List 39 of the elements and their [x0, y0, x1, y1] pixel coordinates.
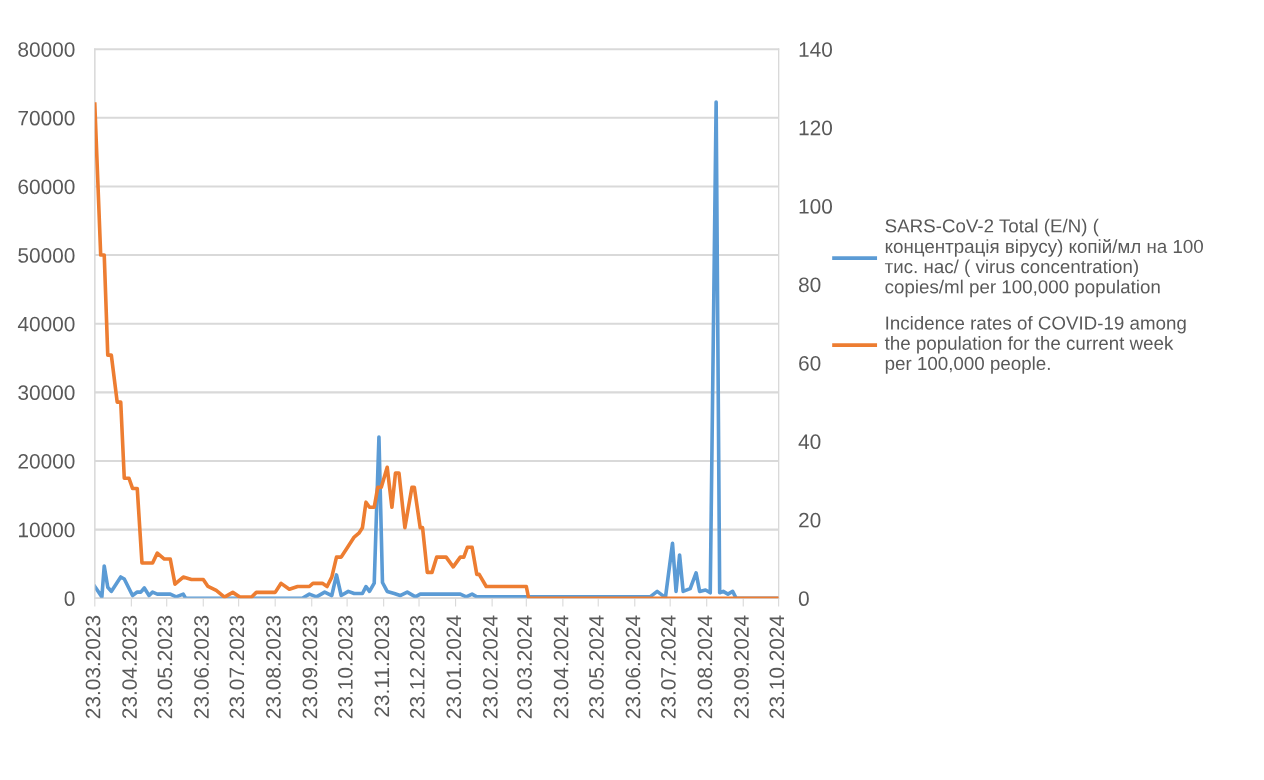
legend-label: Incidence rates of COVID-19 among the population for the current week per 100,000 people.	[884, 315, 1186, 374]
y2-tick-label: 80	[798, 277, 821, 293]
x-tick-label: 23.04.2024	[553, 615, 569, 719]
x-tick-label: 23.11.2023	[374, 615, 390, 717]
legend-label: SARS-CoV-2 Total (E/N) ( концентрація вірусу) копій/мл на 100 тис. нас/ ( virus concentration) copies/ml per 100,000 population	[884, 218, 1203, 298]
y2-tick-label: 20	[799, 512, 821, 528]
x-tick-label: 23.06.2023	[194, 615, 209, 719]
x-tick-label: 23.06.2024	[625, 615, 641, 719]
y-tick-label: 30000	[18, 385, 75, 401]
y2-tick-label: 140	[799, 42, 833, 57]
y-tick-label: 0	[64, 591, 75, 607]
x-tick-label: 23.12.2023	[409, 615, 425, 719]
y-tick-label: 50000	[18, 248, 75, 263]
x-tick-label: 23.07.2023	[229, 615, 245, 719]
y2-tick-label: 0	[798, 591, 809, 607]
x-tick-label: 23.10.2023	[337, 615, 353, 719]
x-tick-label: 23.09.2024	[734, 615, 749, 719]
y2-tick-label: 100	[799, 199, 833, 214]
x-tick-label: 23.08.2023	[266, 615, 281, 719]
x-tick-label: 23.10.2024	[769, 615, 785, 719]
x-tick-label: 23.05.2024	[589, 615, 604, 719]
x-tick-label: 23.05.2023	[157, 615, 173, 719]
y-tick-label: 60000	[18, 179, 75, 195]
y-tick-label: 40000	[17, 316, 75, 332]
x-tick-label: 23.04.2023	[122, 615, 137, 719]
x-tick-label: 23.01.2024	[446, 615, 462, 719]
x-tick-label: 23.03.2024	[517, 615, 532, 719]
y2-tick-label: 120	[799, 120, 833, 136]
y-tick-label: 20000	[18, 453, 75, 469]
x-tick-label: 23.07.2024	[661, 615, 676, 719]
x-tick-label: 23.03.2023	[85, 615, 101, 719]
y-tick-label: 80000	[18, 42, 75, 57]
y2-tick-label: 40	[798, 434, 821, 450]
x-tick-label: 23.08.2024	[697, 615, 713, 719]
y-tick-label: 10000	[19, 522, 75, 538]
x-tick-label: 23.02.2024	[482, 615, 498, 719]
y2-tick-label: 60	[799, 355, 821, 371]
x-tick-label: 23.09.2023	[302, 615, 318, 719]
y-tick-label: 70000	[18, 110, 75, 126]
